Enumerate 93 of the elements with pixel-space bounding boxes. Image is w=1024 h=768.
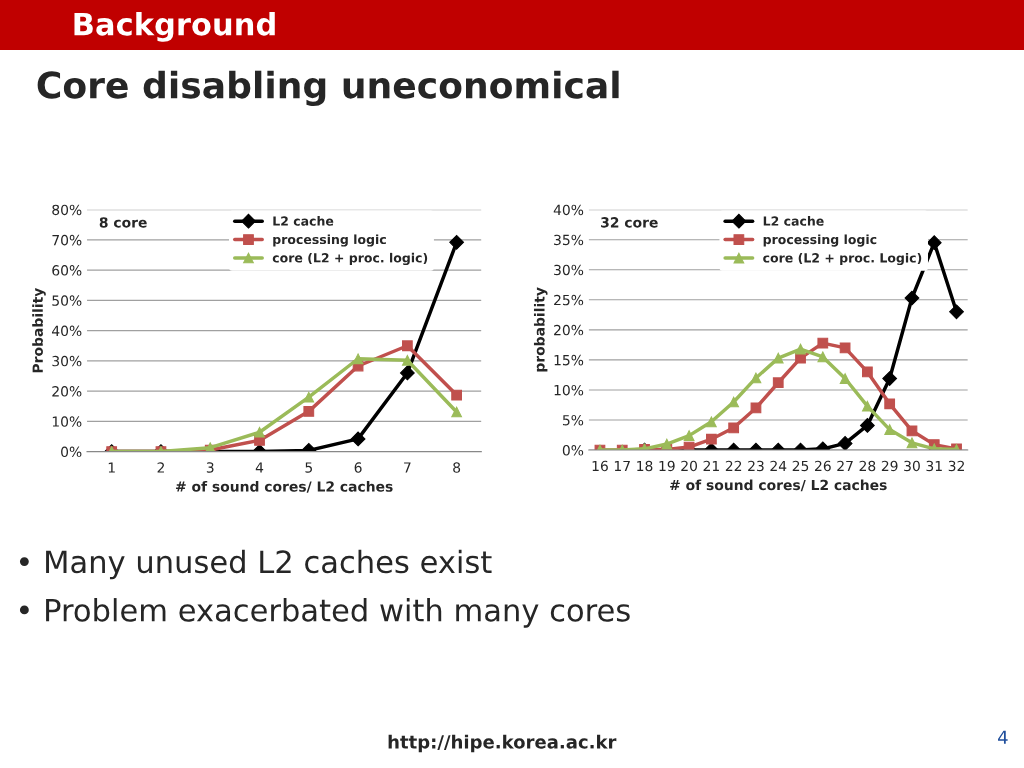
y-tick-label: 35% xyxy=(554,234,584,246)
point xyxy=(795,343,806,355)
x-tick-label: 18 xyxy=(637,460,653,472)
x-tick-label: 4 xyxy=(255,462,264,473)
y-tick-label: 5% xyxy=(562,414,584,426)
y-tick-label: 10% xyxy=(554,384,584,396)
point xyxy=(401,340,413,352)
point xyxy=(303,391,315,403)
legend-label: L2 cache xyxy=(763,216,824,226)
y-tick-label: 60% xyxy=(52,265,82,276)
x-tick-label: 19 xyxy=(659,460,675,472)
y-tick-label: 0% xyxy=(61,446,82,458)
x-tick-label: 27 xyxy=(837,460,853,472)
text: http://hipe.korea.ac.kr xyxy=(388,734,617,753)
point xyxy=(772,377,784,389)
y-tick-label: 80% xyxy=(52,204,82,216)
y-tick-label: 15% xyxy=(554,354,584,366)
point xyxy=(837,436,853,451)
x-tick-label: 32 xyxy=(948,460,964,472)
point xyxy=(728,422,740,434)
y-tick-label: 0% xyxy=(562,445,584,456)
y-axis-title: Probability xyxy=(32,287,46,373)
text: 4 xyxy=(998,730,1008,744)
point xyxy=(906,437,918,449)
x-tick-label: 2 xyxy=(157,462,164,473)
point xyxy=(884,424,896,435)
y-tick-label: 20% xyxy=(554,324,584,336)
point xyxy=(683,430,695,442)
point xyxy=(926,235,942,251)
x-tick-label: 17 xyxy=(614,460,630,472)
x-tick-label: 24 xyxy=(770,460,787,472)
x-tick-label: 31 xyxy=(926,460,942,472)
point xyxy=(817,337,829,349)
x-axis-title: # of sound cores/ L2 caches xyxy=(175,481,393,493)
y-tick-label: 50% xyxy=(52,295,82,306)
x-tick-label: 25 xyxy=(792,460,809,472)
point xyxy=(882,371,898,386)
point xyxy=(401,354,413,366)
annotation: 8 core xyxy=(99,217,147,228)
x-tick-label: 20 xyxy=(681,460,698,472)
point xyxy=(352,353,364,365)
y-tick-label: 70% xyxy=(52,234,82,246)
point xyxy=(254,426,265,438)
point xyxy=(399,365,415,381)
point xyxy=(884,398,896,410)
x-tick-label: 8 xyxy=(453,462,461,473)
x-tick-label: 6 xyxy=(354,462,362,473)
x-tick-label: 28 xyxy=(859,460,876,472)
y-tick-label: 40% xyxy=(553,204,584,216)
text: • Problem exacerbated with many cores xyxy=(19,598,630,628)
legend-label: core (L2 + proc. Logic) xyxy=(763,252,922,266)
annotation: 32 core xyxy=(601,217,658,228)
x-tick-label: 30 xyxy=(904,460,920,472)
point xyxy=(839,373,851,384)
point xyxy=(859,418,875,433)
x-axis-title: # of sound cores/ L2 caches xyxy=(670,479,887,492)
x-tick-label: 29 xyxy=(881,460,898,472)
text: • Many unused L2 caches exist xyxy=(19,549,492,580)
legend-label: processing logic xyxy=(763,234,877,247)
legend-label: processing logic xyxy=(273,234,386,247)
y-tick-label: 20% xyxy=(52,386,82,397)
y-tick-label: 30% xyxy=(554,264,584,276)
point xyxy=(728,396,740,408)
y-axis-title: probability xyxy=(533,287,548,372)
y-tick-label: 40% xyxy=(51,325,82,337)
point xyxy=(350,431,366,447)
point xyxy=(862,366,873,378)
chart-title: Background xyxy=(74,11,275,42)
x-tick-label: 16 xyxy=(592,460,608,472)
x-tick-label: 7 xyxy=(404,462,411,473)
point xyxy=(904,290,920,306)
x-tick-label: 5 xyxy=(305,462,313,473)
x-tick-label: 1 xyxy=(108,462,115,473)
chart-subtitle: Core disabling uneconomical xyxy=(37,70,619,106)
point xyxy=(706,433,717,445)
point xyxy=(949,304,964,320)
point xyxy=(706,416,717,428)
point xyxy=(906,425,918,437)
y-tick-label: 25% xyxy=(554,294,584,306)
point xyxy=(451,406,463,418)
x-tick-label: 21 xyxy=(703,460,719,472)
x-tick-label: 26 xyxy=(815,460,831,472)
point xyxy=(451,389,463,401)
point xyxy=(750,372,762,384)
x-tick-label: 22 xyxy=(725,460,742,472)
x-tick-label: 3 xyxy=(206,462,214,473)
point xyxy=(303,405,315,417)
legend-label: core (L2 + proc. logic) xyxy=(272,252,428,266)
point xyxy=(862,400,873,412)
legend-label: L2 cache xyxy=(273,216,334,226)
x-tick-label: 23 xyxy=(748,460,764,472)
y-tick-label: 30% xyxy=(52,355,82,367)
y-tick-label: 10% xyxy=(52,416,82,427)
